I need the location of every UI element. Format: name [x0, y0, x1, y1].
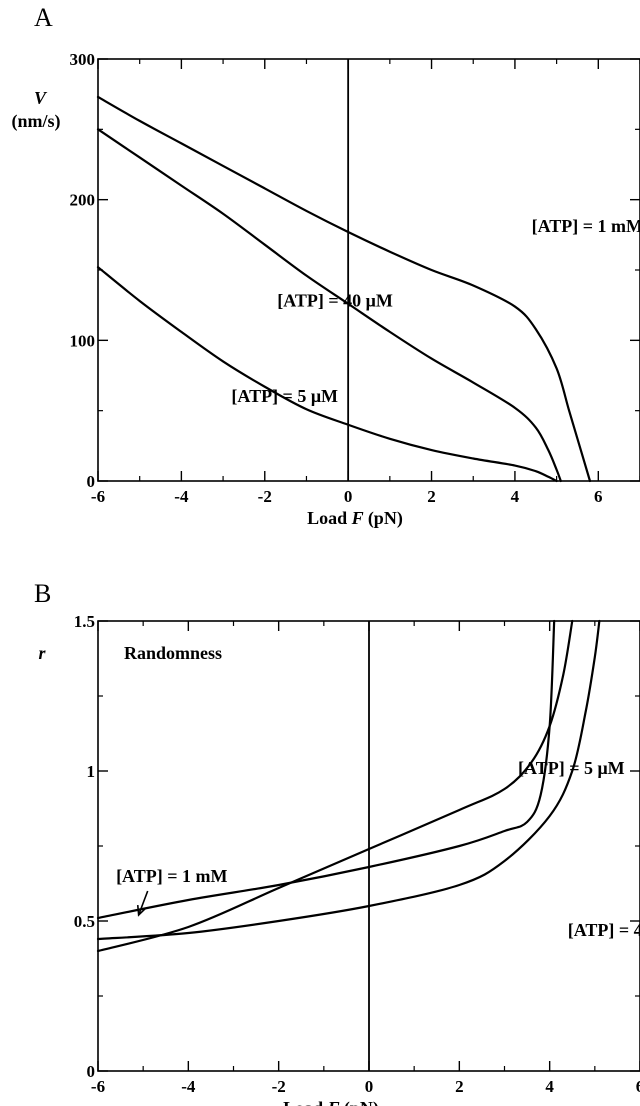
panel-b-annotation-atp-40-um: [ATP] = 40 μM: [568, 920, 640, 940]
panel-b-y-tick-label: 1.5: [74, 612, 95, 631]
panel-a-x-tick-label: 0: [344, 487, 353, 506]
panel-b-x-axis-title: Load F (pN): [283, 1098, 379, 1106]
panel-a-curve-atp-40-um: [96, 128, 562, 483]
panel-a-x-tick-label: -6: [91, 487, 105, 506]
panel-b-x-tick-label: -4: [181, 1077, 196, 1096]
panel-a-letter: A: [34, 3, 53, 32]
panel-a-annotation-atp-40-um: [ATP] = 40 μM: [277, 291, 393, 311]
panel-b-arrow-shaft: [137, 890, 149, 916]
panel-a-y-tick-label: 100: [70, 331, 96, 350]
panel-b-curves: [96, 619, 601, 1071]
panel-a-y-axis-unit: (nm/s): [12, 111, 61, 132]
panel-b: B -6 -4 -2 0 2 4 600.511.5 [ATP] = 5 μM[ATP] =…: [34, 579, 640, 1106]
panel-a-curve-atp-5-um: [96, 266, 558, 483]
panel-a-y-axis-symbol: V: [34, 88, 48, 108]
panel-a-y-tick-label: 0: [87, 472, 96, 491]
panel-b-y-tick-label: 0: [87, 1062, 96, 1081]
panel-a-x-axis-title: Load F (pN): [307, 508, 403, 529]
panel-a-x-tick-label: 4: [511, 487, 520, 506]
panel-a-y-tick-label: 200: [70, 191, 96, 210]
panel-a-curve-atp-1-mm: [96, 95, 592, 483]
panel-b-annotation-atp-1-mm: [ATP] = 1 mM: [116, 866, 227, 886]
panel-b-arrow-head: [136, 904, 147, 917]
panel-b-curve-atp-1-mm: [96, 619, 556, 920]
panel-a-y-tick-label: 300: [70, 50, 96, 69]
panel-a-labels: [ATP] = 1 mM [ATP] = 40 μM [ATP] = 5 μM V (n…: [12, 88, 640, 529]
panel-b-y-axis-symbol: r: [38, 643, 46, 663]
panel-b-annotation-atp-5-um: [ATP] = 5 μM: [518, 758, 625, 778]
panel-a-annotation-atp-1-mm: [ATP] = 1 mM: [532, 216, 640, 236]
panel-b-x-tick-label: 4: [545, 1077, 554, 1096]
panel-b-curve-atp-5-um: [96, 619, 574, 953]
panel-a-ticks: -6 -4 -2 0 2 4 6 0 100 200 300: [70, 50, 640, 506]
panel-b-x-tick-label: -6: [91, 1077, 105, 1096]
panel-b-ticks: -6 -4 -2 0 2 4 6 0 0.5 1 1.5: [74, 612, 640, 1096]
panel-b-x-tick-label: 2: [455, 1077, 464, 1096]
panel-b-x-tick-label: -2: [272, 1077, 286, 1096]
panel-b-title: Randomness: [124, 643, 222, 663]
panel-a-x-tick-label: -2: [258, 487, 272, 506]
panel-b-y-tick-label: 0.5: [74, 912, 95, 931]
panel-a-annotation-atp-5-um: [ATP] = 5 μM: [231, 386, 338, 406]
panel-a-curves: [96, 59, 592, 483]
panel-a-x-tick-label: 2: [427, 487, 436, 506]
panel-b-x-tick-label: 0: [365, 1077, 374, 1096]
panel-a-x-tick-label: -4: [174, 487, 189, 506]
panel-b-x-tick-label: 6: [636, 1077, 640, 1096]
panel-b-y-tick-label: 1: [87, 762, 96, 781]
panel-b-labels: [ATP] = 5 μM [ATP] = 1 mM [ATP] = 40 μM Ran…: [38, 643, 640, 1106]
panel-a-frame: [97, 58, 640, 482]
panel-a-x-tick-label: 6: [594, 487, 603, 506]
panel-b-letter: B: [34, 579, 51, 608]
panel-b-curve-atp-40-um: [96, 619, 601, 941]
